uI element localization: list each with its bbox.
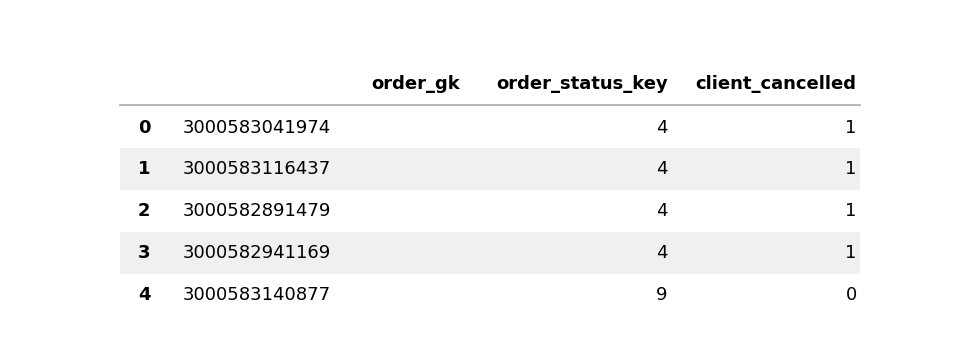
Text: 1: 1 bbox=[845, 160, 857, 178]
FancyBboxPatch shape bbox=[120, 232, 860, 274]
FancyBboxPatch shape bbox=[120, 190, 860, 232]
Text: client_cancelled: client_cancelled bbox=[696, 75, 857, 93]
Text: order_status_key: order_status_key bbox=[496, 75, 667, 93]
FancyBboxPatch shape bbox=[120, 107, 860, 148]
Text: 3000583140877: 3000583140877 bbox=[183, 286, 331, 304]
FancyBboxPatch shape bbox=[120, 148, 860, 190]
Text: 1: 1 bbox=[845, 119, 857, 136]
Text: 1: 1 bbox=[845, 244, 857, 262]
Text: 1: 1 bbox=[845, 202, 857, 220]
Text: 9: 9 bbox=[656, 286, 667, 304]
Text: 3000583041974: 3000583041974 bbox=[183, 119, 331, 136]
Text: order_gk: order_gk bbox=[372, 75, 461, 93]
Text: 4: 4 bbox=[656, 119, 667, 136]
Text: 3000582941169: 3000582941169 bbox=[183, 244, 331, 262]
Text: 4: 4 bbox=[138, 286, 150, 304]
FancyBboxPatch shape bbox=[120, 274, 860, 316]
Text: 0: 0 bbox=[138, 119, 150, 136]
Text: 3000583116437: 3000583116437 bbox=[183, 160, 331, 178]
Text: 3: 3 bbox=[138, 244, 150, 262]
Text: 4: 4 bbox=[656, 244, 667, 262]
Text: 2: 2 bbox=[138, 202, 150, 220]
Text: 4: 4 bbox=[656, 202, 667, 220]
Text: 1: 1 bbox=[138, 160, 150, 178]
Text: 3000582891479: 3000582891479 bbox=[183, 202, 331, 220]
Text: 4: 4 bbox=[656, 160, 667, 178]
Text: 0: 0 bbox=[845, 286, 857, 304]
